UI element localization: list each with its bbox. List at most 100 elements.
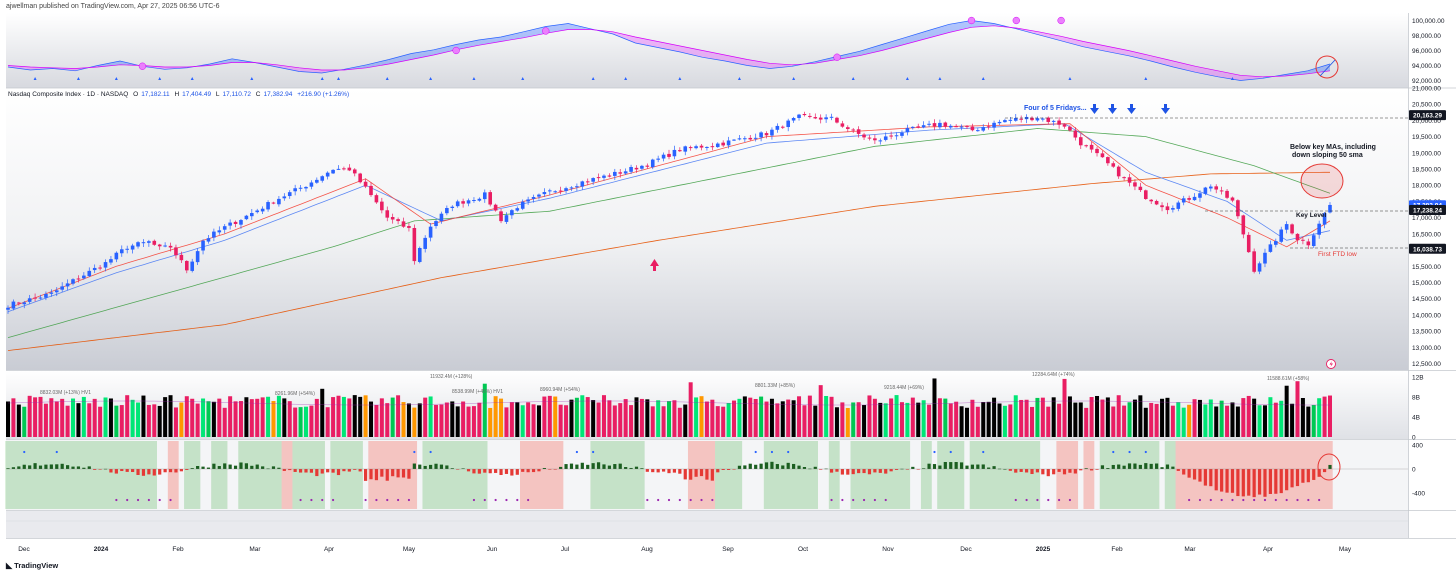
- candle-body[interactable]: [791, 117, 796, 121]
- candle-body[interactable]: [298, 187, 303, 189]
- candle-body[interactable]: [808, 115, 812, 117]
- volume-bar[interactable]: [932, 378, 937, 437]
- volume-bar[interactable]: [298, 407, 303, 437]
- volume-bar[interactable]: [634, 397, 639, 437]
- volume-bar[interactable]: [591, 400, 596, 437]
- volume-bar[interactable]: [347, 398, 352, 437]
- volume-bar[interactable]: [1057, 403, 1062, 437]
- volume-bar[interactable]: [878, 402, 883, 437]
- volume-bar[interactable]: [564, 405, 569, 437]
- volume-bar[interactable]: [807, 395, 812, 437]
- volume-bar[interactable]: [1095, 395, 1100, 437]
- candle-body[interactable]: [927, 123, 931, 125]
- volume-bar[interactable]: [379, 398, 384, 437]
- candle-body[interactable]: [829, 116, 834, 118]
- volume-bar[interactable]: [769, 398, 774, 437]
- candle-body[interactable]: [856, 129, 861, 134]
- volume-bar[interactable]: [1067, 396, 1072, 437]
- candle-body[interactable]: [336, 168, 341, 170]
- volume-bar[interactable]: [1273, 402, 1278, 437]
- candle-body[interactable]: [27, 298, 32, 302]
- candle-body[interactable]: [992, 122, 996, 128]
- volume-bar[interactable]: [238, 401, 243, 437]
- candle-body[interactable]: [710, 146, 715, 148]
- candle-body[interactable]: [190, 261, 195, 271]
- volume-bar[interactable]: [612, 405, 617, 437]
- volume-bar[interactable]: [22, 406, 27, 437]
- volume-bar[interactable]: [119, 405, 124, 437]
- candle-body[interactable]: [965, 125, 969, 127]
- candle-body[interactable]: [1035, 118, 1040, 121]
- volume-bar[interactable]: [699, 396, 704, 437]
- candle-body[interactable]: [1095, 148, 1099, 154]
- volume-bar[interactable]: [650, 406, 655, 437]
- volume-bar[interactable]: [970, 399, 975, 437]
- volume-bar[interactable]: [1252, 398, 1257, 437]
- candle-body[interactable]: [445, 207, 449, 214]
- volume-bar[interactable]: [1279, 400, 1284, 437]
- candle-body[interactable]: [212, 231, 216, 238]
- candle-body[interactable]: [645, 165, 650, 167]
- candle-body[interactable]: [585, 181, 590, 183]
- volume-bar[interactable]: [862, 405, 867, 437]
- candle-body[interactable]: [553, 191, 558, 193]
- candle-body[interactable]: [889, 135, 893, 137]
- volume-bar[interactable]: [964, 407, 969, 437]
- candle-body[interactable]: [1246, 234, 1251, 253]
- volume-bar[interactable]: [629, 405, 634, 437]
- candle-body[interactable]: [678, 150, 682, 152]
- candle-body[interactable]: [911, 126, 915, 128]
- volume-bar[interactable]: [130, 399, 135, 437]
- candle-body[interactable]: [1219, 190, 1224, 192]
- volume-bar[interactable]: [488, 407, 493, 437]
- candle-body[interactable]: [954, 126, 958, 128]
- volume-bar[interactable]: [1100, 399, 1105, 437]
- volume-bar[interactable]: [818, 385, 823, 437]
- candle-body[interactable]: [1171, 208, 1175, 210]
- candle-body[interactable]: [1322, 213, 1327, 225]
- volume-bar[interactable]: [1300, 397, 1305, 437]
- volume-bar[interactable]: [412, 407, 417, 437]
- volume-bar[interactable]: [927, 404, 932, 437]
- volume-bar[interactable]: [845, 407, 850, 437]
- candle-body[interactable]: [743, 138, 747, 140]
- candle-body[interactable]: [1279, 229, 1284, 242]
- candle-body[interactable]: [44, 293, 48, 298]
- candle-body[interactable]: [401, 221, 406, 227]
- volume-bar[interactable]: [580, 395, 585, 437]
- volume-bar[interactable]: [1187, 404, 1192, 437]
- candle-body[interactable]: [510, 210, 514, 216]
- volume-bar[interactable]: [173, 407, 178, 437]
- candle-body[interactable]: [222, 226, 227, 230]
- candle-body[interactable]: [537, 194, 541, 197]
- candle-body[interactable]: [1111, 163, 1116, 167]
- candle-body[interactable]: [1187, 198, 1191, 200]
- candle-body[interactable]: [1073, 130, 1078, 138]
- volume-bar[interactable]: [694, 397, 699, 437]
- candle-body[interactable]: [1013, 117, 1018, 121]
- candle-body[interactable]: [71, 279, 75, 284]
- candle-body[interactable]: [607, 175, 612, 177]
- candle-body[interactable]: [320, 176, 325, 181]
- volume-bar[interactable]: [704, 401, 709, 437]
- candle-body[interactable]: [835, 117, 839, 123]
- candle-body[interactable]: [1046, 117, 1051, 122]
- volume-bar[interactable]: [1138, 395, 1143, 437]
- volume-bar[interactable]: [314, 398, 319, 437]
- candle-body[interactable]: [1127, 177, 1132, 183]
- candle-body[interactable]: [293, 188, 297, 192]
- candle-body[interactable]: [11, 301, 16, 309]
- volume-bar[interactable]: [233, 401, 238, 437]
- candle-body[interactable]: [618, 172, 623, 174]
- volume-bar[interactable]: [883, 403, 888, 437]
- volume-bar[interactable]: [526, 402, 531, 437]
- candle-body[interactable]: [65, 283, 70, 287]
- volume-bar[interactable]: [618, 403, 623, 437]
- candle-body[interactable]: [802, 113, 807, 116]
- volume-bar[interactable]: [325, 407, 330, 437]
- volume-bar[interactable]: [466, 406, 471, 437]
- volume-bar[interactable]: [997, 403, 1002, 437]
- volume-bar[interactable]: [542, 396, 547, 437]
- volume-bar[interactable]: [1002, 405, 1007, 437]
- candle-body[interactable]: [932, 123, 937, 127]
